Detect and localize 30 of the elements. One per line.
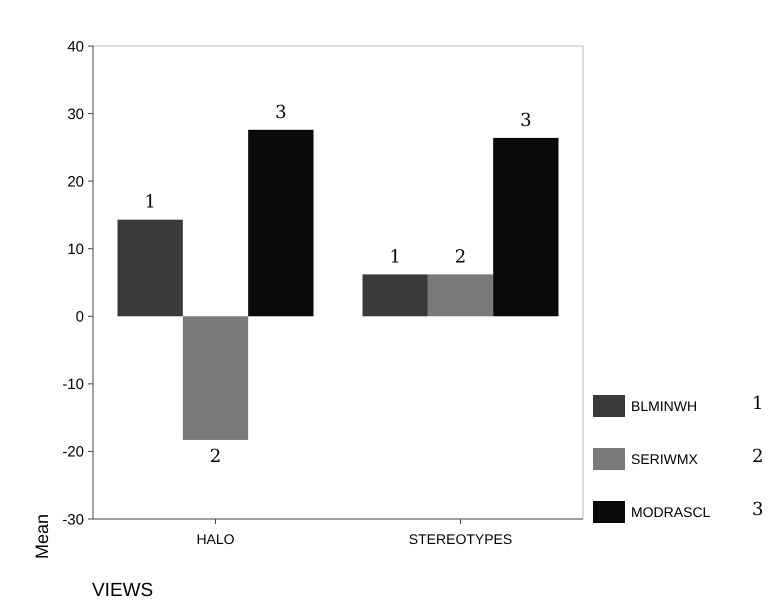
- legend-label: BLMINWH: [631, 398, 698, 414]
- x-tick-label: STEREOTYPES: [408, 531, 512, 547]
- bar: [118, 220, 183, 316]
- legend-label: SERIWMX: [631, 450, 699, 467]
- y-tick-label: 10: [67, 240, 84, 258]
- text: 1: [752, 393, 764, 414]
- y-tick-label: 40: [67, 38, 84, 56]
- annotation: 2: [454, 246, 466, 268]
- y-tick-label: 0: [76, 308, 84, 326]
- bar: [362, 274, 428, 316]
- y-tick-label: -20: [62, 444, 84, 461]
- y-axis-title: Mean: [32, 514, 52, 559]
- bar: [428, 274, 494, 316]
- y-tick-label: 20: [67, 173, 84, 190]
- y-tick-label: -30: [62, 511, 84, 528]
- legend-label: MODRASCL: [631, 504, 711, 520]
- annotation: 3: [520, 110, 532, 131]
- y-tick-label: -10: [62, 376, 84, 394]
- bar: [182, 316, 248, 440]
- y-tick-label: 30: [67, 106, 84, 123]
- annotation: 2: [210, 446, 222, 467]
- text: 3: [752, 499, 764, 520]
- annotation: 1: [144, 192, 156, 213]
- text: 2: [752, 446, 764, 467]
- x-tick-label: HALO: [196, 531, 235, 547]
- bar: [248, 130, 314, 316]
- annotation: 1: [389, 246, 401, 268]
- x-axis-title: VIEWS: [92, 580, 154, 601]
- bar: [493, 138, 558, 316]
- annotation: 3: [275, 102, 287, 123]
